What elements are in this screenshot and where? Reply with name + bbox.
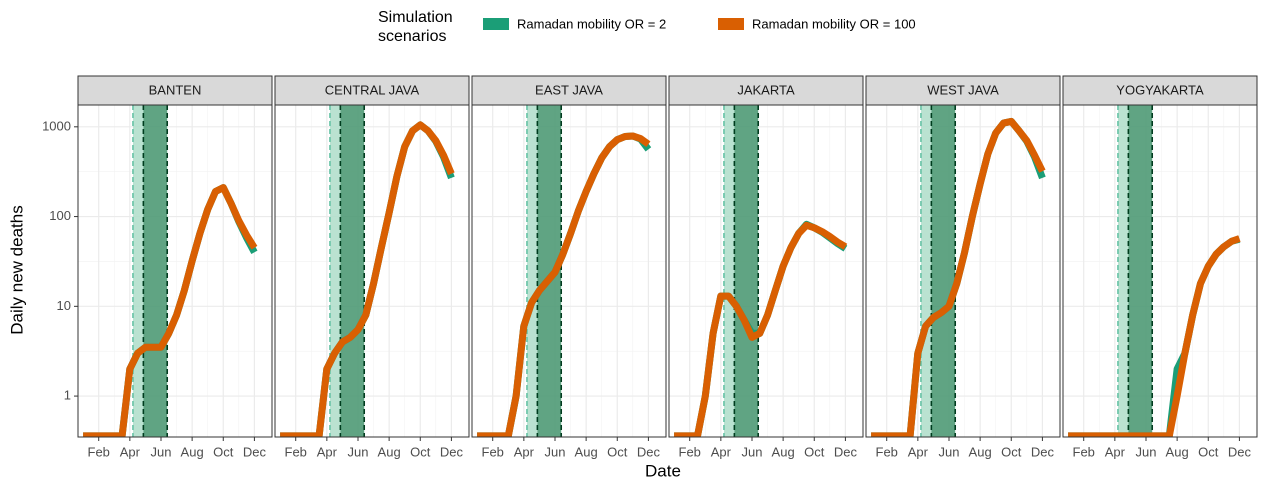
strip [865,75,1061,106]
series-line [674,221,848,437]
x-tick-label: Dec [1031,444,1055,459]
x-tick-label: Jun [1136,444,1157,459]
band [734,105,759,437]
band [931,105,956,437]
strip-title: EAST JAVA [535,82,603,97]
strip-title: YOGYAKARTA [1116,82,1204,97]
x-tick-label: Feb [88,444,110,459]
band [143,105,168,437]
x-tick-label: Jun [348,444,369,459]
x-tick-label: Apr [317,444,338,459]
x-tick-label: Apr [908,444,929,459]
x-tick-label: Aug [969,444,992,459]
x-tick-label: Oct [213,444,234,459]
y-tick-label: 100 [49,208,71,223]
x-tick-label: Aug [181,444,204,459]
panel-background [78,105,272,437]
x-tick-label: Oct [607,444,628,459]
strip [471,75,667,106]
x-tick-label: Dec [834,444,858,459]
panel-background [275,105,469,437]
panel-background [669,105,863,437]
band [526,105,538,437]
series-line [1068,235,1241,437]
x-tick-label: Apr [514,444,535,459]
x-tick-label: Jun [939,444,960,459]
panel-background [1063,105,1257,437]
y-tick-label: 1000 [42,118,71,133]
x-tick-label: Dec [440,444,464,459]
x-tick-label: Apr [711,444,732,459]
band [537,105,562,437]
x-tick-label: Apr [1105,444,1126,459]
band [340,105,365,437]
y-tick-label: 10 [57,298,71,313]
series-line [280,121,455,437]
x-tick-label: Feb [482,444,504,459]
legend-label: Ramadan mobility OR = 2 [517,16,666,31]
x-tick-label: Dec [637,444,661,459]
band [132,105,144,437]
x-tick-label: Feb [1073,444,1095,459]
x-tick-label: Aug [772,444,795,459]
legend-title: Simulation scenarios [378,9,453,45]
x-tick-label: Aug [575,444,598,459]
band [723,105,735,437]
x-tick-label: Jun [151,444,172,459]
y-tick-label: 1 [64,388,71,403]
y-axis-label: Daily new deaths [7,205,26,334]
x-tick-label: Feb [679,444,701,459]
strip [77,75,273,106]
series-line [83,184,258,437]
strip [1062,75,1258,106]
legend-key [718,18,744,30]
x-tick-label: Oct [1001,444,1022,459]
x-tick-label: Jun [545,444,566,459]
band [1117,105,1129,437]
series-line [871,117,1046,437]
strip-title: BANTEN [149,82,202,97]
band [920,105,932,437]
legend-label: Ramadan mobility OR = 100 [752,16,916,31]
strip-title: JAKARTA [737,82,795,97]
band [1128,105,1153,437]
strip-title: CENTRAL JAVA [325,82,420,97]
x-tick-label: Feb [876,444,898,459]
x-tick-label: Apr [120,444,141,459]
x-tick-label: Aug [1166,444,1189,459]
strip-title: WEST JAVA [927,82,999,97]
strip [274,75,470,106]
x-tick-label: Dec [243,444,267,459]
x-tick-label: Oct [804,444,825,459]
x-axis-label: Date [645,461,681,480]
panel-background [472,105,666,437]
x-tick-label: Oct [1198,444,1219,459]
band [329,105,341,437]
x-tick-label: Oct [410,444,431,459]
x-tick-label: Jun [742,444,763,459]
series-line [477,132,651,437]
x-tick-label: Aug [378,444,401,459]
x-tick-label: Dec [1228,444,1252,459]
strip [668,75,864,106]
legend-key [483,18,509,30]
x-tick-label: Feb [285,444,307,459]
